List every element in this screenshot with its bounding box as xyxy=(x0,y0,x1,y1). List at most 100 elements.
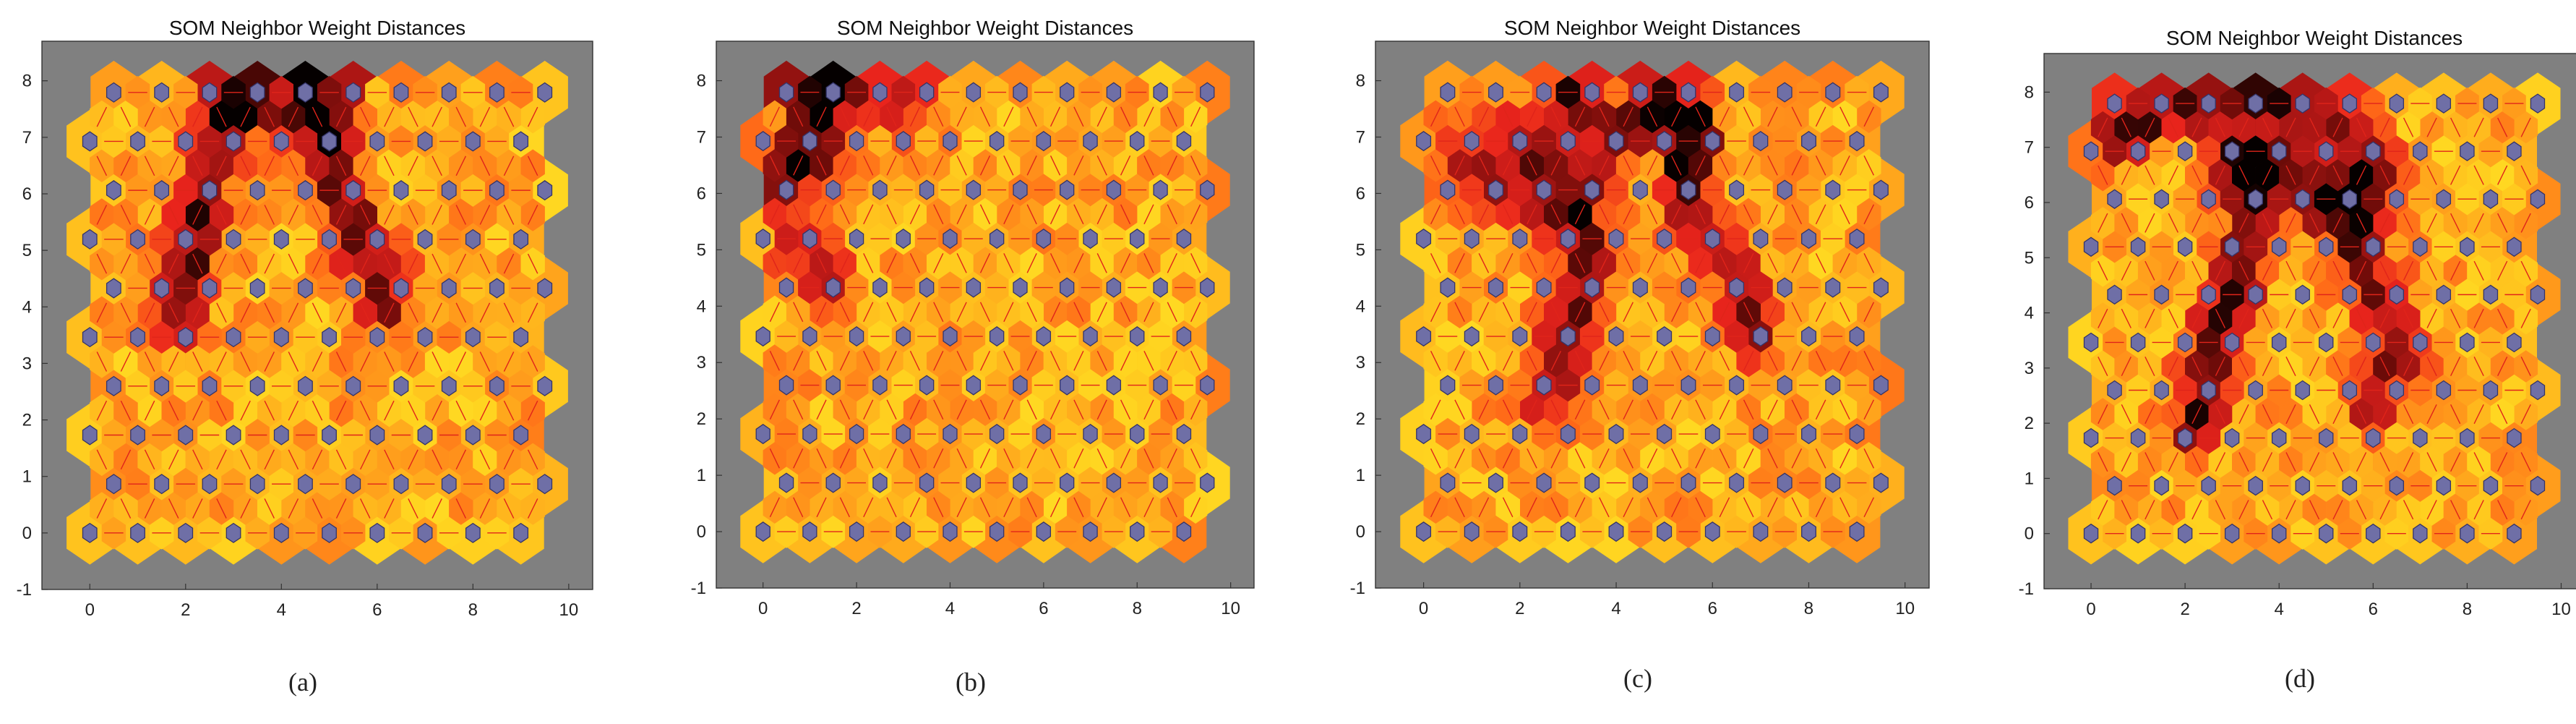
neuron xyxy=(2201,189,2216,209)
neighbor-link xyxy=(1863,351,1875,371)
neighbor-link xyxy=(240,449,251,470)
y-tick-label: -1 xyxy=(2019,579,2034,599)
neuron xyxy=(226,425,241,446)
neuron xyxy=(1488,277,1503,298)
neighbor-link xyxy=(1671,448,1682,469)
neuron xyxy=(1777,375,1793,396)
neighbor-link xyxy=(144,106,155,127)
neuron xyxy=(1440,277,1456,298)
neuron xyxy=(2413,141,2428,161)
neuron xyxy=(1013,277,1028,298)
neighbor-link xyxy=(863,204,874,225)
neuron xyxy=(1176,131,1192,152)
neuron xyxy=(1777,472,1793,493)
neuron xyxy=(1753,229,1769,250)
neighbor-link xyxy=(1026,253,1037,273)
neighbor-link xyxy=(1671,106,1682,127)
neighbor-link xyxy=(384,253,395,274)
neuron xyxy=(154,82,170,103)
neighbor-link xyxy=(2121,500,2131,520)
neighbor-link xyxy=(909,156,921,176)
neuron xyxy=(1036,521,1052,542)
neighbor-link xyxy=(455,253,467,274)
neighbor-link xyxy=(1454,106,1465,127)
neighbor-link xyxy=(1120,448,1131,469)
neuron xyxy=(943,229,958,250)
neighbor-link xyxy=(1743,399,1754,420)
neuron xyxy=(2436,380,2452,401)
neighbor-link xyxy=(769,302,780,323)
neuron xyxy=(1608,424,1624,445)
neighbor-link xyxy=(503,156,515,176)
neighbor-link xyxy=(1430,302,1441,323)
neuron xyxy=(2130,237,2146,257)
y-tick-label: 8 xyxy=(22,72,32,91)
neuron xyxy=(130,327,145,348)
x-tick-label: 2 xyxy=(181,600,190,620)
neuron xyxy=(2248,284,2263,305)
neighbor-link xyxy=(1719,497,1730,518)
neuron xyxy=(1440,82,1456,103)
neighbor-link xyxy=(1839,351,1850,371)
x-tick-label: 10 xyxy=(1895,599,1915,618)
neighbor-link xyxy=(455,352,467,372)
neuron xyxy=(82,425,98,446)
neighbor-link xyxy=(979,156,991,176)
neighbor-link xyxy=(1478,204,1490,225)
neighbor-link xyxy=(455,156,467,176)
neuron xyxy=(273,425,289,446)
neighbor-link xyxy=(1791,351,1803,371)
neighbor-link xyxy=(2191,356,2202,376)
neuron xyxy=(2224,523,2240,544)
neighbor-link xyxy=(2238,356,2249,376)
neighbor-link xyxy=(2520,356,2531,376)
neighbor-link xyxy=(2309,308,2320,328)
y-tick-label: 8 xyxy=(1356,72,1365,91)
neighbor-link xyxy=(2238,404,2249,425)
neighbor-link xyxy=(1599,253,1610,273)
neighbor-link xyxy=(479,253,491,274)
neighbor-link xyxy=(2450,500,2461,520)
neuron xyxy=(1036,326,1052,347)
chart-title: SOM Neighbor Weight Distances xyxy=(1504,17,1800,39)
neighbor-link xyxy=(1454,156,1465,176)
x-tick-label: 8 xyxy=(1133,599,1142,618)
neighbor-link xyxy=(1550,302,1562,323)
neighbor-link xyxy=(1743,253,1754,273)
neuron xyxy=(465,229,481,250)
neighbor-link xyxy=(1815,399,1826,420)
neighbor-link xyxy=(2191,213,2202,233)
neighbor-link xyxy=(96,498,108,519)
neuron xyxy=(2342,284,2358,305)
neighbor-link xyxy=(1026,302,1037,323)
neuron xyxy=(2295,93,2310,114)
neuron xyxy=(802,424,817,445)
neighbor-link xyxy=(1026,156,1037,176)
neighbor-link xyxy=(2262,452,2273,472)
neighbor-link xyxy=(956,497,967,518)
neighbor-link xyxy=(769,106,780,127)
neighbor-link xyxy=(1863,156,1875,176)
neighbor-link xyxy=(240,253,251,274)
neighbor-link xyxy=(2332,213,2343,233)
neighbor-link xyxy=(793,302,804,323)
plot-frame xyxy=(2043,53,2576,589)
neuron xyxy=(226,522,241,543)
neighbor-link xyxy=(2262,165,2273,185)
neighbor-link xyxy=(264,253,275,274)
neuron xyxy=(1704,131,1720,152)
y-tick-label: 5 xyxy=(1356,240,1365,260)
som-panel-4: SOM Neighbor Weight Distances 0 2 4 6 8 10 -1 0 1… xyxy=(2019,27,2576,693)
neighbor-link xyxy=(1863,399,1875,420)
y-tick-label: 0 xyxy=(22,524,32,543)
neuron xyxy=(2342,380,2358,401)
neighbor-link xyxy=(408,449,418,470)
neighbor-link xyxy=(2098,165,2108,185)
neuron xyxy=(2366,523,2381,544)
neighbor-link xyxy=(1527,497,1537,518)
plot-frame xyxy=(1375,41,1930,589)
neighbor-link xyxy=(2098,213,2108,233)
neighbor-link xyxy=(2356,213,2367,233)
neuron xyxy=(298,375,313,396)
neighbor-link xyxy=(1143,302,1154,323)
